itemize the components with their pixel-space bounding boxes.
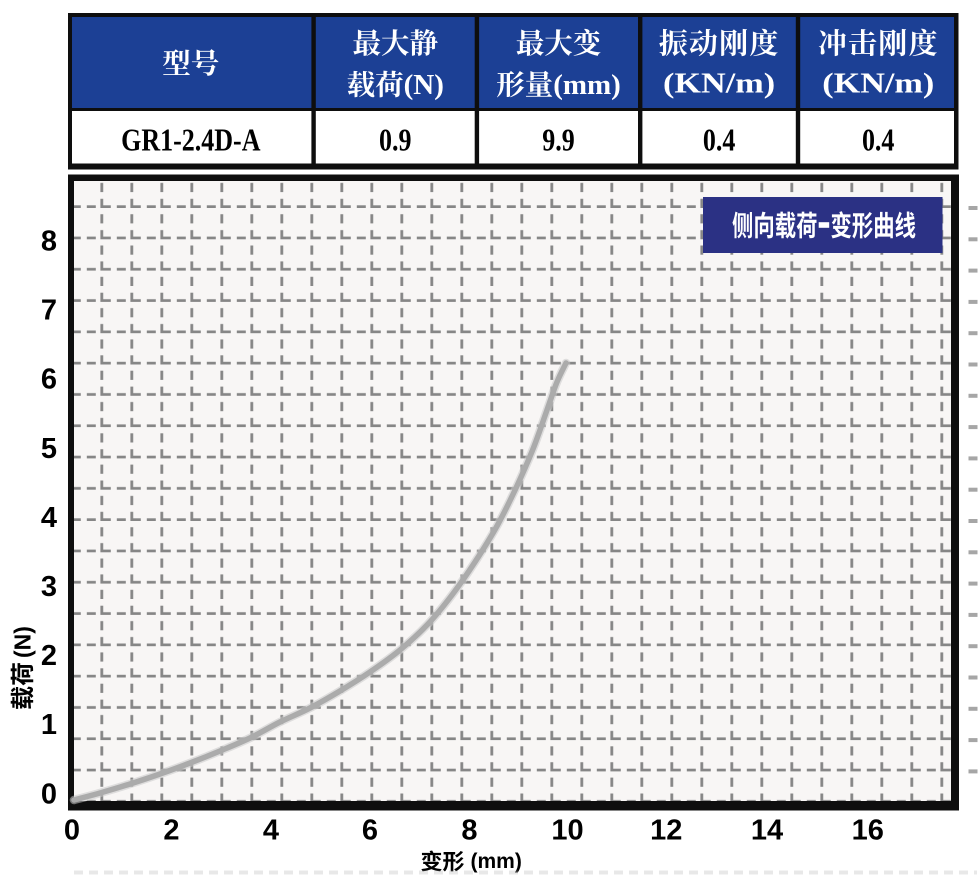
svg-text:6: 6 bbox=[41, 364, 57, 396]
svg-text:6: 6 bbox=[362, 814, 378, 846]
svg-text:0.4: 0.4 bbox=[703, 123, 735, 158]
svg-text:8: 8 bbox=[461, 814, 477, 846]
svg-text:8: 8 bbox=[41, 226, 57, 258]
svg-text:14: 14 bbox=[751, 814, 783, 846]
svg-text:0: 0 bbox=[41, 778, 57, 810]
svg-text:9.9: 9.9 bbox=[542, 123, 574, 158]
svg-text:0: 0 bbox=[64, 814, 80, 846]
svg-text:(mm): (mm) bbox=[471, 850, 522, 873]
svg-text:10: 10 bbox=[551, 814, 583, 846]
svg-text:(mm): (mm) bbox=[553, 69, 621, 101]
svg-text:5: 5 bbox=[41, 433, 57, 465]
svg-text:1: 1 bbox=[41, 709, 57, 741]
svg-text:2: 2 bbox=[163, 814, 179, 846]
svg-text:16: 16 bbox=[852, 814, 884, 846]
svg-text:(KN/m): (KN/m) bbox=[822, 67, 934, 99]
svg-text:(N): (N) bbox=[9, 626, 35, 658]
svg-text:4: 4 bbox=[263, 814, 279, 846]
svg-text:7: 7 bbox=[41, 295, 57, 327]
svg-text:12: 12 bbox=[650, 814, 682, 846]
svg-text:(KN/m): (KN/m) bbox=[663, 67, 775, 99]
svg-text:2: 2 bbox=[41, 640, 57, 672]
svg-text:0.4: 0.4 bbox=[862, 123, 894, 158]
svg-text:(N): (N) bbox=[404, 69, 444, 101]
svg-text:0.9: 0.9 bbox=[379, 123, 411, 158]
svg-text:3: 3 bbox=[41, 571, 57, 603]
svg-text:GR1-2.4D-A: GR1-2.4D-A bbox=[121, 123, 260, 158]
svg-text:4: 4 bbox=[41, 502, 57, 534]
